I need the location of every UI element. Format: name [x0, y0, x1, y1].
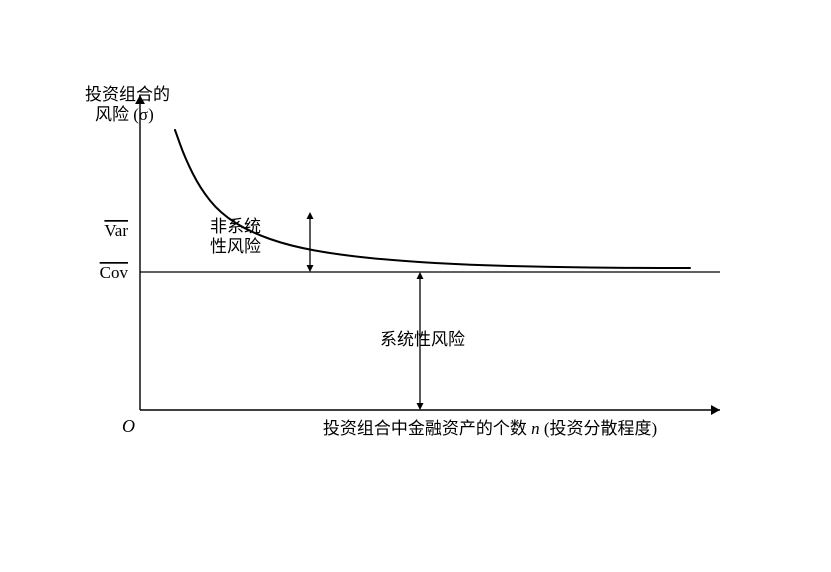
systematic-label: 系统性风险: [380, 330, 465, 349]
y-axis-label-line2: 风险 (σ): [95, 105, 154, 124]
nonsystematic-label-line1: 非系统: [210, 217, 261, 236]
var-tick-label: Var: [104, 221, 128, 240]
x-axis-label: 投资组合中金融资产的个数 n (投资分散程度): [323, 419, 657, 438]
cov-tick-label: Cov: [100, 263, 129, 282]
y-axis-label-line1: 投资组合的: [85, 85, 170, 104]
risk-diversification-chart: O 投资组合的风险 (σ) 投资组合中金融资产的个数 n (投资分散程度) Var Co…: [0, 0, 831, 572]
nonsystematic-label-line2: 性风险: [210, 237, 261, 256]
chart-container: { "chart": { "type": "line", "width": 83…: [0, 0, 831, 572]
origin-label: O: [122, 416, 135, 436]
